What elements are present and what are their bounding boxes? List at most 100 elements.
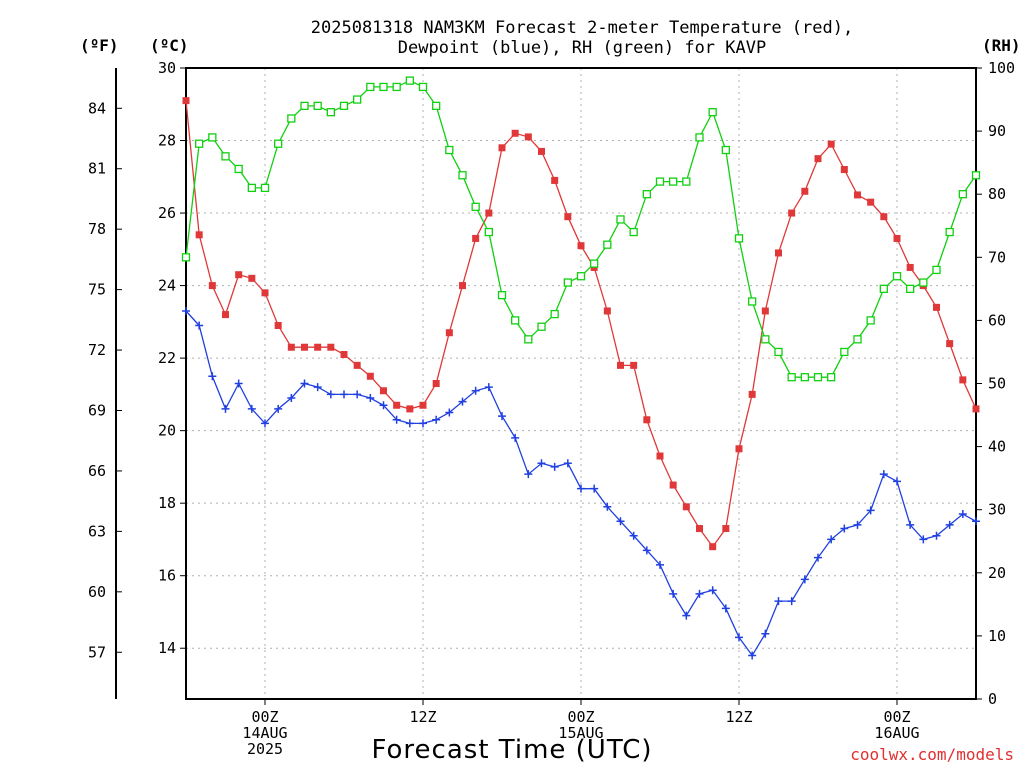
temperature-point [235,271,243,279]
temperature-point [933,303,940,311]
dewpoint-point [326,390,335,399]
temperature-point [340,350,348,358]
rh-point [827,373,836,382]
temperature-point [959,376,967,384]
dewpoint-point [353,390,362,399]
dewpoint-point [906,520,915,529]
dewpoint-point [471,386,480,395]
celsius-tick-label: 16 [158,567,176,585]
temperature-point [577,242,585,250]
rh-point [603,240,612,249]
rh-point [392,82,401,92]
temperature-point [511,129,519,137]
temperature-point [327,343,335,351]
dewpoint-point [708,586,717,595]
temperature-point [748,390,756,398]
dewpoint-point [629,531,638,540]
dewpoint-point [721,604,730,613]
temperature-point [366,372,374,380]
dewpoint-point [800,575,809,584]
temperature-point [946,340,954,348]
rh-tick-label: 30 [988,501,1006,519]
celsius-tick-label: 30 [158,59,176,77]
temperature-point [564,213,572,221]
dewpoint-point [445,408,454,417]
temperature-point [696,525,703,533]
temperature-point [775,249,782,257]
credit-text: coolwx.com/models [850,745,1014,764]
rh-point [616,215,625,224]
temperature-point [314,343,322,351]
dewpoint-point [669,589,678,598]
temperature-point [301,343,308,351]
x-axis-title: Forecast Time (UTC) [371,735,653,765]
temperature-point [287,343,295,351]
dewpoint-point [853,520,862,529]
temperature-point [630,361,638,369]
rh-point [511,316,520,325]
rh-unit-label: (RH) [982,36,1021,55]
chart-title-line2: Dewpoint (blue), RH (green) for KAVP [397,38,767,58]
dewpoint-point [735,633,743,642]
rh-point [208,133,217,142]
rh-point [326,108,335,117]
rh-point [853,335,862,344]
rh-tick-label: 80 [988,185,1006,203]
dewpoint-point [287,394,296,403]
dewpoint-point [972,517,980,526]
dewpoint-point [182,306,190,315]
rh-point [682,177,691,186]
dewpoint-point [603,502,612,511]
dewpoint-point [511,433,520,442]
temperature-point [656,452,664,460]
rh-point [445,145,454,155]
rh-point [234,164,243,174]
temperature-point [248,274,256,282]
rh-point [563,278,572,287]
rh-tick-label: 20 [988,564,1006,582]
rh-tick-label: 0 [988,690,997,708]
rh-point [405,76,414,85]
rh-tick-label: 90 [988,122,1006,140]
dewpoint-point [484,383,493,392]
rh-point [300,101,309,111]
celsius-tick-label: 28 [158,132,176,150]
dewpoint-point [274,404,283,413]
fahrenheit-tick-label: 81 [88,160,106,178]
rh-point [906,284,915,294]
rh-point [840,347,849,357]
rh-point [576,272,586,281]
celsius-tick-label: 24 [158,277,176,295]
temperature-point [380,387,387,395]
dewpoint-point [827,535,836,544]
temperature-point [208,282,216,290]
temperature-point [472,234,480,242]
rh-tick-label: 50 [988,375,1006,393]
x-tick-label: 15AUG [558,724,603,742]
celsius-tick-label: 14 [158,639,176,657]
rh-point [366,82,375,92]
dewpoint-point [748,651,757,660]
dewpoint-point [208,372,217,381]
temperature-point [406,405,414,413]
dewpoint-point [893,477,901,486]
dewpoint-point [761,629,770,638]
dewpoint-point [392,415,401,424]
temperature-point [524,133,532,141]
temperature-point [261,289,269,297]
dewpoint-point [866,506,875,515]
dewpoint-point [221,404,230,413]
dewpoint-point [787,597,796,606]
x-tick-label: 12Z [725,708,752,726]
temperature-point [669,481,677,489]
temperature-point [419,401,427,409]
rh-tick-label: 100 [988,59,1015,77]
temperature-point [445,329,453,337]
temperature-point [182,97,190,105]
temperature-point [353,361,361,369]
celsius-unit-label: (ºC) [150,36,189,55]
temperature-point [854,191,861,199]
temperature-point [735,445,743,453]
dewpoint-point [656,560,664,569]
